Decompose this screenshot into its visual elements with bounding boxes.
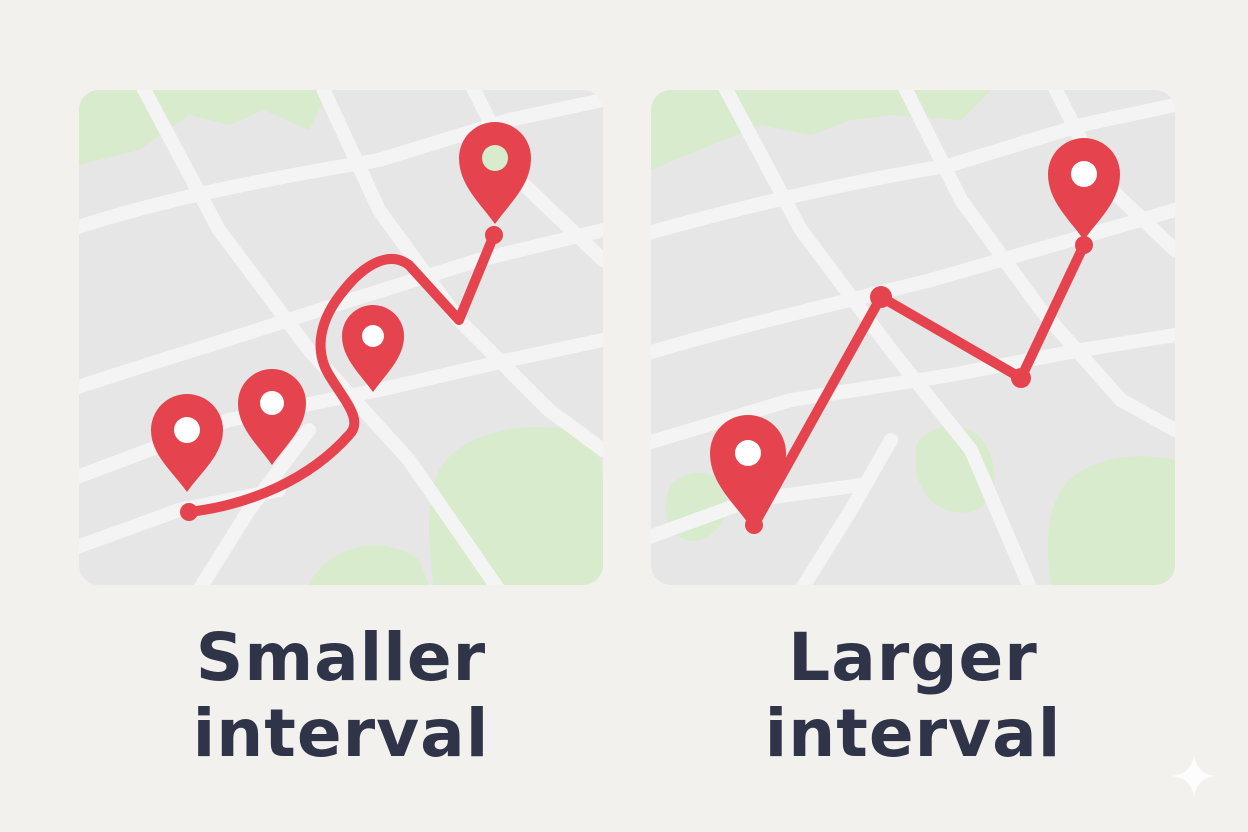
map-panel-smaller-interval — [79, 90, 603, 585]
map-pin-icon — [459, 122, 531, 224]
map-pin-icon — [151, 394, 223, 492]
park-area — [309, 545, 429, 585]
park-area — [79, 90, 329, 165]
map-pin-icon — [238, 369, 306, 465]
route-point — [1011, 368, 1031, 388]
caption-line: interval — [764, 695, 1062, 772]
route-line — [184, 230, 499, 517]
route-point — [870, 286, 892, 308]
map-pin-icon — [1048, 138, 1120, 240]
map-pin-icon — [342, 305, 404, 392]
park-area — [429, 426, 603, 585]
route-point — [485, 226, 503, 244]
caption-line: Smaller — [195, 619, 487, 696]
caption-line: interval — [192, 695, 490, 772]
sparkle-icon — [1172, 754, 1216, 798]
caption-smaller-interval: Smaller interval — [79, 620, 603, 772]
map-pin-icon — [710, 415, 786, 523]
map-larger-interval — [651, 90, 1175, 585]
route-point — [180, 503, 198, 521]
map-panel-larger-interval — [651, 90, 1175, 585]
route-point — [1075, 236, 1093, 254]
caption-line: Larger — [788, 619, 1038, 696]
park-area — [1048, 456, 1175, 585]
map-smaller-interval — [79, 90, 603, 585]
caption-larger-interval: Larger interval — [651, 620, 1175, 772]
route-line — [749, 240, 1089, 530]
